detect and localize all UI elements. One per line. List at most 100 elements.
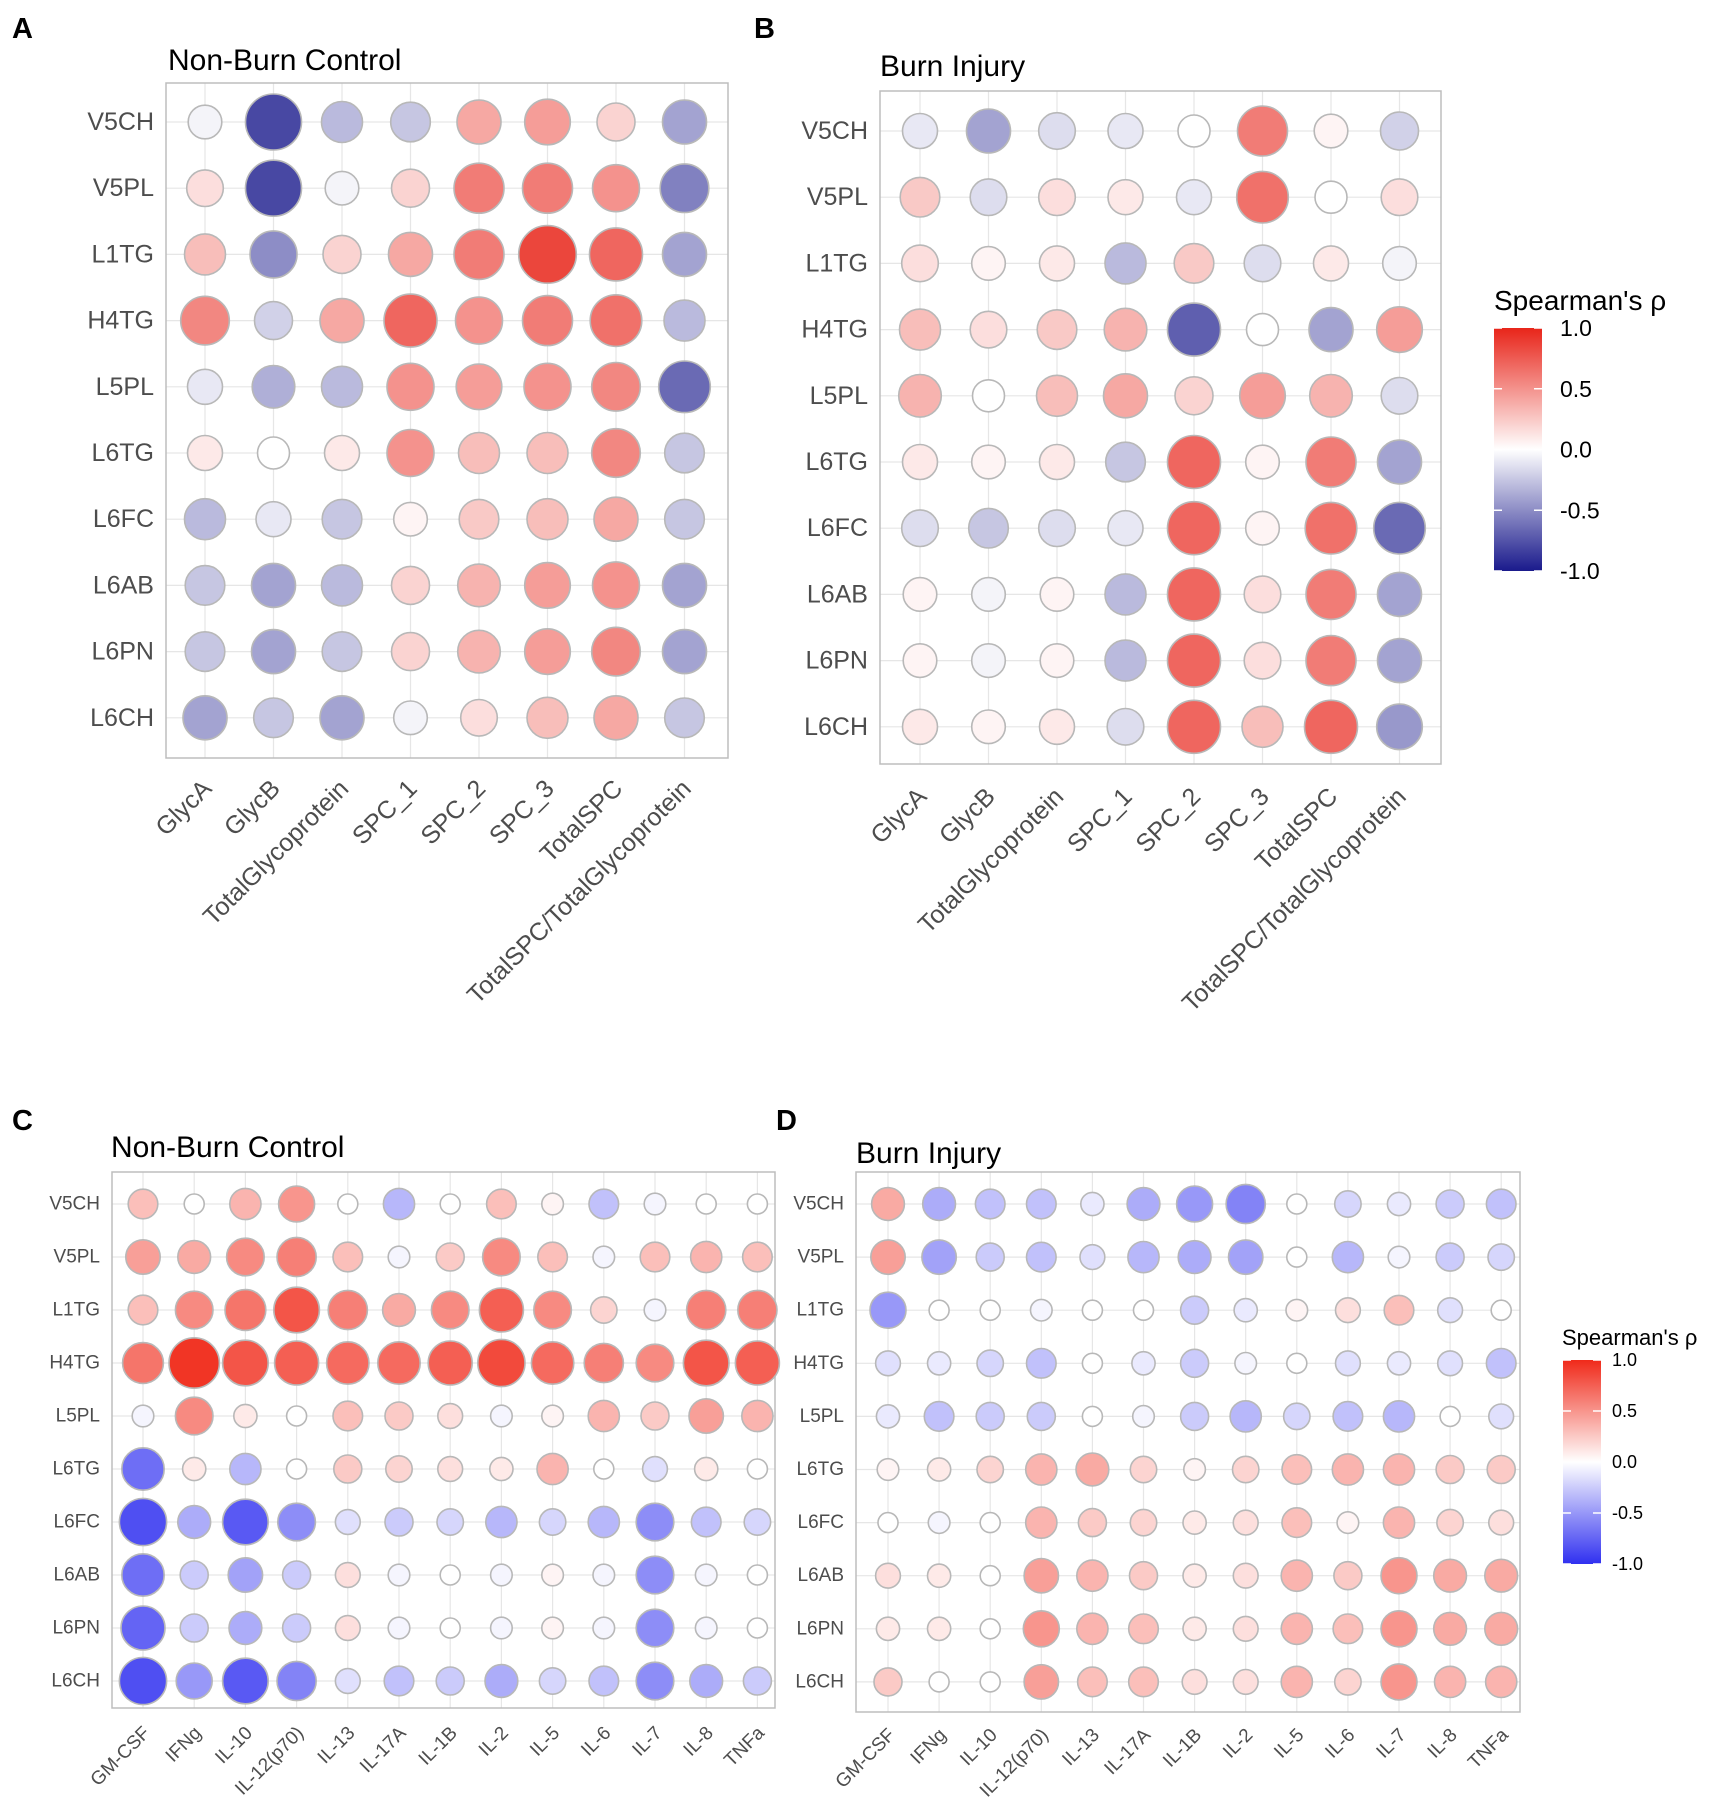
legend-tick-label: 1.0 — [1612, 1350, 1637, 1370]
bubble-l6ab-6 — [591, 561, 641, 610]
bubble-l1tg-4 — [1173, 242, 1215, 284]
bubble-l6fc-0 — [877, 1511, 899, 1534]
bubble-l6pn-1 — [250, 628, 297, 675]
bubble-l6tg-11 — [693, 1456, 719, 1482]
bubble-v5ch-3 — [277, 1185, 316, 1223]
bubble-l6ch-0 — [182, 694, 228, 741]
x-tick-label: IL-8 — [1424, 1725, 1462, 1763]
bubble-l6ch-3 — [1106, 707, 1145, 746]
bubble-v5ch-4 — [456, 99, 502, 145]
bubble-l6tg-2 — [323, 434, 361, 472]
bubble-l5pl-12 — [741, 1399, 774, 1433]
bubble-l6ab-4 — [1166, 567, 1222, 622]
bubble-l6ch-12 — [1484, 1665, 1518, 1699]
bubble-l1tg-12 — [1490, 1299, 1512, 1321]
bubble-v5ch-11 — [1435, 1189, 1465, 1219]
bubble-l6ab-12 — [746, 1564, 769, 1586]
bubble-l5pl-11 — [688, 1398, 725, 1435]
bubble-l6fc-2 — [221, 1498, 269, 1546]
bubble-l6fc-0 — [900, 509, 940, 548]
bubble-l6fc-5 — [1244, 510, 1281, 546]
bubble-v5ch-5 — [523, 98, 572, 146]
bubble-l5pl-3 — [285, 1405, 308, 1427]
bubble-l6ab-10 — [1380, 1556, 1418, 1595]
bubble-h4tg-3 — [1103, 307, 1148, 352]
bubble-l6pn-3 — [1104, 639, 1147, 682]
bubble-h4tg-9 — [1334, 1350, 1362, 1377]
bubble-h4tg-0 — [898, 308, 942, 351]
bubble-h4tg-0 — [179, 295, 231, 346]
bubble-l6ch-0 — [118, 1656, 168, 1706]
bubble-h4tg-0 — [874, 1350, 902, 1377]
bubble-l6ch-10 — [1380, 1663, 1418, 1701]
bubble-l6ab-8 — [1280, 1559, 1314, 1593]
bubble-v5ch-1 — [965, 108, 1012, 154]
bubble-l6ab-1 — [926, 1563, 952, 1589]
bubble-v5ch-6 — [596, 102, 636, 142]
bubble-l5pl-2 — [232, 1403, 258, 1429]
bubble-l5pl-7 — [1380, 376, 1419, 415]
bubble-l6pn-2 — [1039, 642, 1075, 679]
bubble-l6ch-4 — [1076, 1666, 1108, 1698]
bubble-l6tg-0 — [121, 1447, 166, 1492]
bubble-l5pl-0 — [131, 1404, 155, 1428]
x-tick-label: IL-7 — [1373, 1725, 1411, 1763]
bubble-l1tg-10 — [1383, 1294, 1415, 1326]
bubble-l5pl-8 — [1282, 1402, 1311, 1431]
bubble-v5ch-10 — [643, 1192, 667, 1216]
panel-d: D Burn Injury V5CH V5PL L1TG H4TG L5PL L6TG L6FC… — [776, 1105, 1521, 1802]
bubble-v5ch-5 — [382, 1187, 416, 1221]
x-tick-label: IL-6 — [577, 1723, 615, 1761]
bubble-l6fc-5 — [384, 1507, 414, 1537]
bubble-v5ch-6 — [1175, 1185, 1214, 1223]
bubble-v5pl-0 — [899, 176, 941, 218]
bubble-l5pl-7 — [489, 1404, 514, 1428]
bubble-l6pn-0 — [875, 1616, 901, 1642]
plot-area — [880, 91, 1441, 764]
bubble-v5pl-10 — [1387, 1245, 1411, 1269]
x-tick-label: TNFa — [720, 1722, 769, 1771]
bubble-v5pl-4 — [1175, 178, 1213, 216]
bubble-v5pl-5 — [1235, 170, 1290, 224]
y-tick-label: L6TG — [796, 1459, 844, 1480]
bubble-l6ab-0 — [184, 564, 226, 607]
bubble-l6pn-5 — [1243, 641, 1282, 680]
bubble-l1tg-6 — [1312, 245, 1350, 282]
bubble-l6pn-6 — [1305, 634, 1357, 687]
bubble-v5pl-2 — [225, 1237, 265, 1277]
x-tick-label: SPC_1 — [347, 774, 423, 850]
legend-tick-label: -0.5 — [1612, 1503, 1643, 1523]
bubble-l6ch-9 — [588, 1665, 620, 1697]
bubble-l6ch-6 — [435, 1666, 466, 1696]
y-tick-label: L6PN — [52, 1618, 100, 1639]
x-tick-label: IL-8 — [680, 1723, 718, 1761]
y-tick-label: V5CH — [49, 1194, 100, 1215]
bubble-l1tg-0 — [869, 1291, 907, 1329]
bubble-l6fc-1 — [967, 507, 1010, 549]
bubble-v5ch-9 — [588, 1188, 620, 1220]
bubble-l6fc-4 — [1077, 1507, 1108, 1538]
bubble-l6tg-3 — [285, 1458, 308, 1480]
bubble-l6ab-0 — [874, 1562, 902, 1589]
bubble-l1tg-6 — [588, 227, 644, 282]
bubble-v5ch-8 — [540, 1192, 565, 1216]
bubble-v5ch-4 — [1080, 1191, 1105, 1217]
bubble-v5pl-3 — [1025, 1241, 1057, 1273]
bubble-l5pl-1 — [923, 1400, 955, 1432]
legend-tick-label: 1.0 — [1560, 315, 1592, 341]
x-tick-label: GlycB — [934, 782, 1001, 849]
bubble-l6fc-3 — [392, 501, 429, 537]
y-tick-label: L1TG — [52, 1300, 100, 1321]
bubble-l1tg-1 — [174, 1290, 214, 1330]
bubble-l5pl-5 — [1238, 372, 1287, 420]
bubble-l6tg-2 — [1038, 443, 1076, 481]
bubble-l1tg-2 — [322, 234, 362, 275]
bubble-v5ch-12 — [1485, 1188, 1517, 1220]
bubble-v5pl-4 — [453, 162, 505, 214]
bubble-v5pl-1 — [969, 178, 1008, 217]
y-tick-label: L5PL — [96, 373, 154, 401]
bubble-l6tg-1 — [926, 1457, 952, 1482]
bubble-h4tg-2 — [221, 1339, 269, 1387]
bubble-l5pl-9 — [1332, 1400, 1364, 1432]
bubble-l6ab-4 — [456, 563, 502, 608]
